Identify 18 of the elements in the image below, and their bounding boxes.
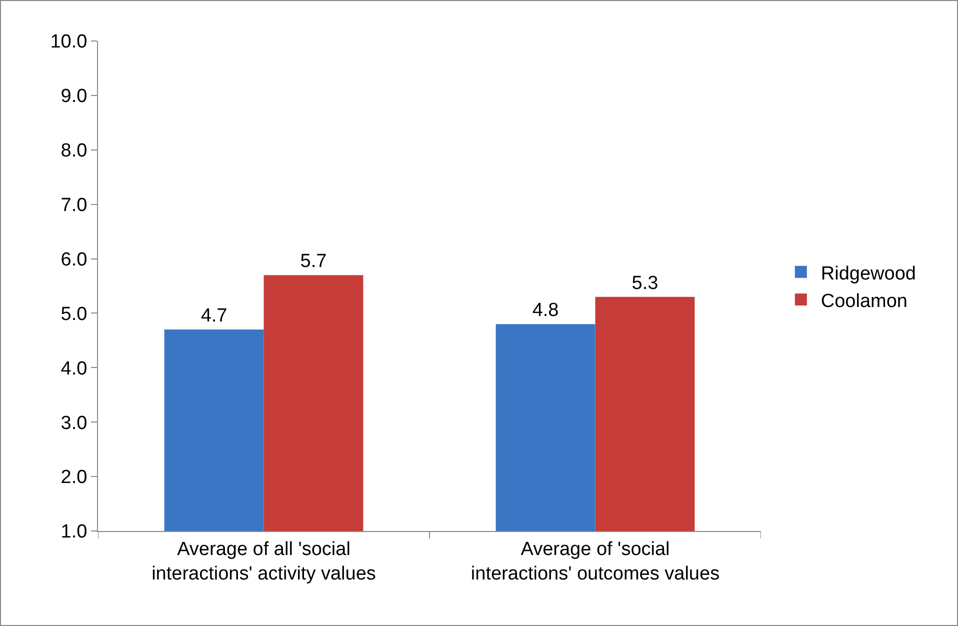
legend-label: Ridgewood bbox=[820, 263, 916, 284]
data-label: 4.7 bbox=[200, 306, 228, 327]
y-tick-label: 8.0 bbox=[60, 140, 88, 162]
y-tick-label: 10.0 bbox=[50, 32, 88, 53]
y-tick-label: 7.0 bbox=[60, 194, 88, 216]
data-label: 5.3 bbox=[632, 272, 658, 294]
y-tick-label: 3.0 bbox=[60, 412, 88, 434]
legend-label: Coolamon bbox=[820, 290, 908, 312]
y-tick-label: 2.0 bbox=[60, 467, 88, 488]
x-tick-label: Average of 'social interactions' outcomes values bbox=[470, 538, 720, 584]
y-tick-label: 6.0 bbox=[60, 249, 88, 270]
data-label: 5.7 bbox=[300, 251, 327, 272]
y-tick-label: 4.0 bbox=[60, 358, 88, 380]
x-tick-label: Average of all 'social interactions' activity values bbox=[152, 538, 376, 584]
y-tick-label: 1.0 bbox=[60, 522, 88, 543]
data-label: 4.8 bbox=[532, 300, 559, 322]
y-tick-label: 5.0 bbox=[60, 304, 88, 325]
y-tick-label: 9.0 bbox=[60, 86, 88, 108]
